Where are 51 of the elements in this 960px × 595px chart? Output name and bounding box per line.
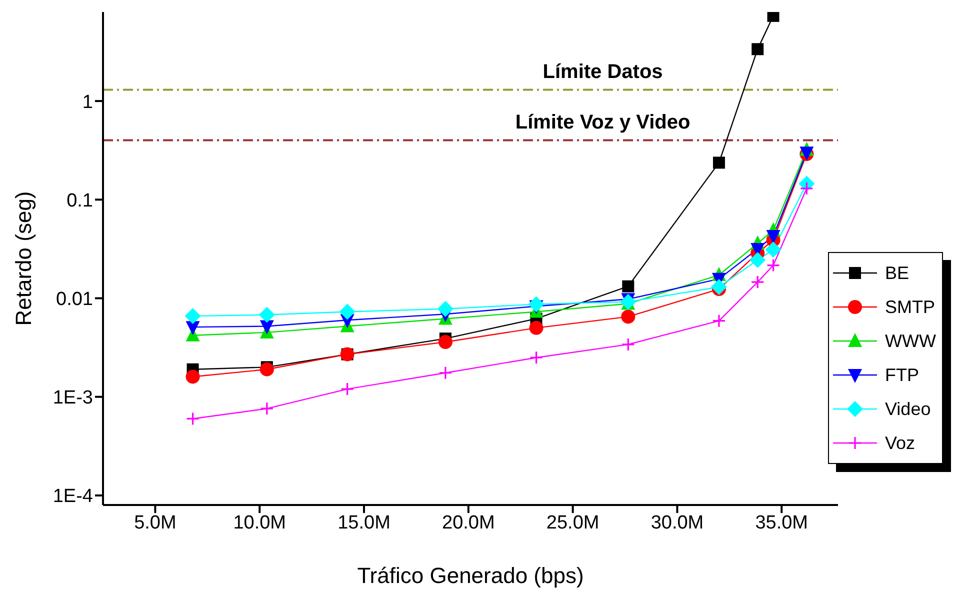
x-tick-label: 15.0M	[338, 512, 390, 534]
point	[621, 310, 636, 324]
point	[766, 230, 780, 244]
point	[800, 182, 814, 196]
point	[184, 308, 201, 324]
legend-label: Voz	[885, 432, 916, 454]
point	[260, 362, 274, 376]
point	[186, 321, 200, 336]
x-tick-label: 25.0M	[546, 512, 600, 534]
point	[340, 382, 354, 396]
point	[260, 320, 274, 334]
point	[766, 258, 780, 272]
point	[712, 314, 726, 328]
legend-label: Video	[885, 398, 931, 420]
point	[437, 300, 454, 317]
x-tick-label: 35.0M	[755, 512, 808, 534]
y-axis-title: Retardo (seg)	[10, 191, 36, 326]
point	[339, 304, 356, 320]
point	[750, 275, 764, 289]
point	[438, 366, 452, 380]
y-tick-label: 0.1	[66, 190, 93, 212]
y-tick-label: 1E-4	[52, 486, 94, 508]
legend-label: FTP	[885, 364, 919, 386]
point	[260, 402, 274, 416]
point	[765, 242, 782, 258]
point	[712, 156, 725, 169]
point	[186, 370, 200, 384]
legend-label: WWW	[885, 330, 936, 352]
point	[529, 350, 544, 364]
x-tick-label: 5.0M	[134, 512, 176, 534]
y-tick-label: 1E-3	[52, 388, 93, 409]
point	[438, 334, 452, 349]
point	[710, 279, 727, 296]
legend-label: SMTP	[885, 296, 936, 318]
point	[529, 320, 544, 335]
x-tick-label: 20.0M	[442, 512, 495, 534]
point	[528, 296, 544, 312]
point	[258, 306, 275, 323]
x-tick-label: 30.0M	[650, 512, 704, 534]
point	[621, 338, 635, 352]
x-tick-label: 10.0M	[233, 512, 286, 534]
ref-line-label: Límite Datos	[542, 60, 663, 83]
y-tick-label: 0.01	[56, 288, 93, 310]
ref-line-label: Límite Voz y Video	[515, 111, 690, 134]
point	[752, 43, 764, 56]
point	[750, 252, 766, 268]
point	[186, 412, 200, 426]
y-tick-label: 1	[82, 92, 93, 113]
legend-label: BE	[885, 262, 910, 284]
point	[622, 280, 634, 292]
x-axis-title: Tráfico Generado (bps)	[357, 563, 584, 588]
